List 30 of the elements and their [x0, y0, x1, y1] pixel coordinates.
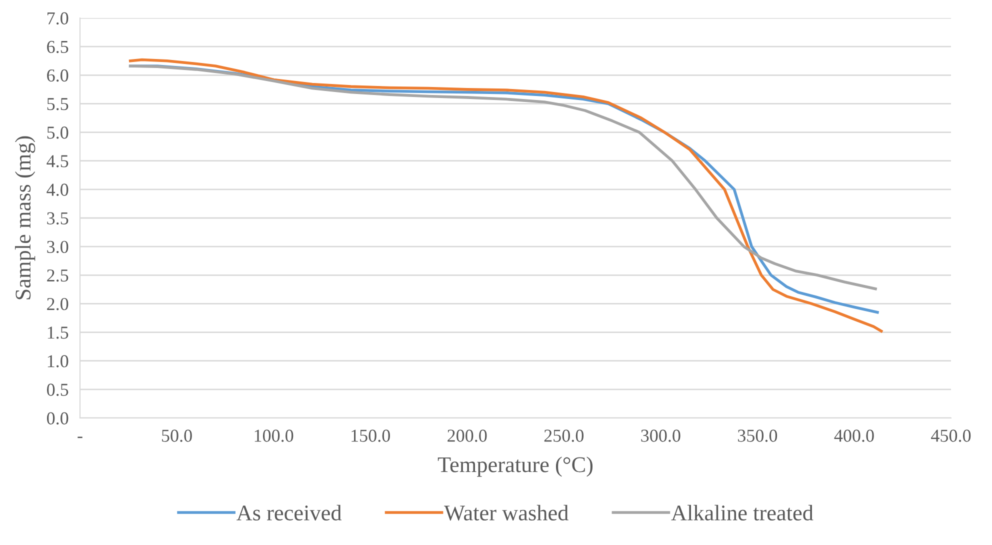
y-tick-label: 2.0	[47, 298, 68, 310]
legend-label: Water washed	[444, 504, 568, 521]
x-tick-label: 250.0	[544, 430, 584, 442]
y-axis-title: Sample mass (mg)	[14, 136, 36, 300]
y-tick-label: 2.5	[47, 269, 68, 282]
y-tick-label: 0.0	[47, 412, 68, 425]
y-tick-label: 1.5	[48, 326, 68, 339]
y-tick-label: 5.0	[47, 126, 68, 139]
y-tick-label: 4.5	[46, 155, 68, 168]
y-tick-label: 0.5	[47, 384, 68, 396]
x-tick-label: 100.0	[254, 430, 294, 442]
y-tick-label: 6.5	[47, 40, 68, 54]
legend-label: Alkaline treated	[671, 504, 814, 520]
y-tick-label: 3.0	[47, 240, 68, 254]
legend-label: As received	[236, 504, 342, 520]
x-tick-label: 50.0	[162, 430, 192, 442]
y-tick-label: 1.0	[48, 355, 68, 368]
x-tick-label: 150.0	[352, 430, 390, 442]
x-tick-label: -	[78, 436, 82, 438]
y-tick-label: 7.0	[48, 12, 68, 25]
x-tick-label: 350.0	[738, 430, 778, 442]
y-tick-label: 6.0	[47, 69, 68, 82]
y-tick-label: 3.5	[47, 212, 68, 225]
x-tick-label: 450.0	[931, 430, 971, 442]
y-tick-label: 5.5	[47, 98, 68, 110]
x-tick-label: 200.0	[448, 430, 487, 442]
x-axis-title: Temperature (°C)	[438, 456, 593, 477]
x-tick-label: 300.0	[641, 430, 680, 442]
x-tick-label: 400.0	[834, 430, 874, 442]
y-tick-label: 4.0	[46, 184, 68, 196]
